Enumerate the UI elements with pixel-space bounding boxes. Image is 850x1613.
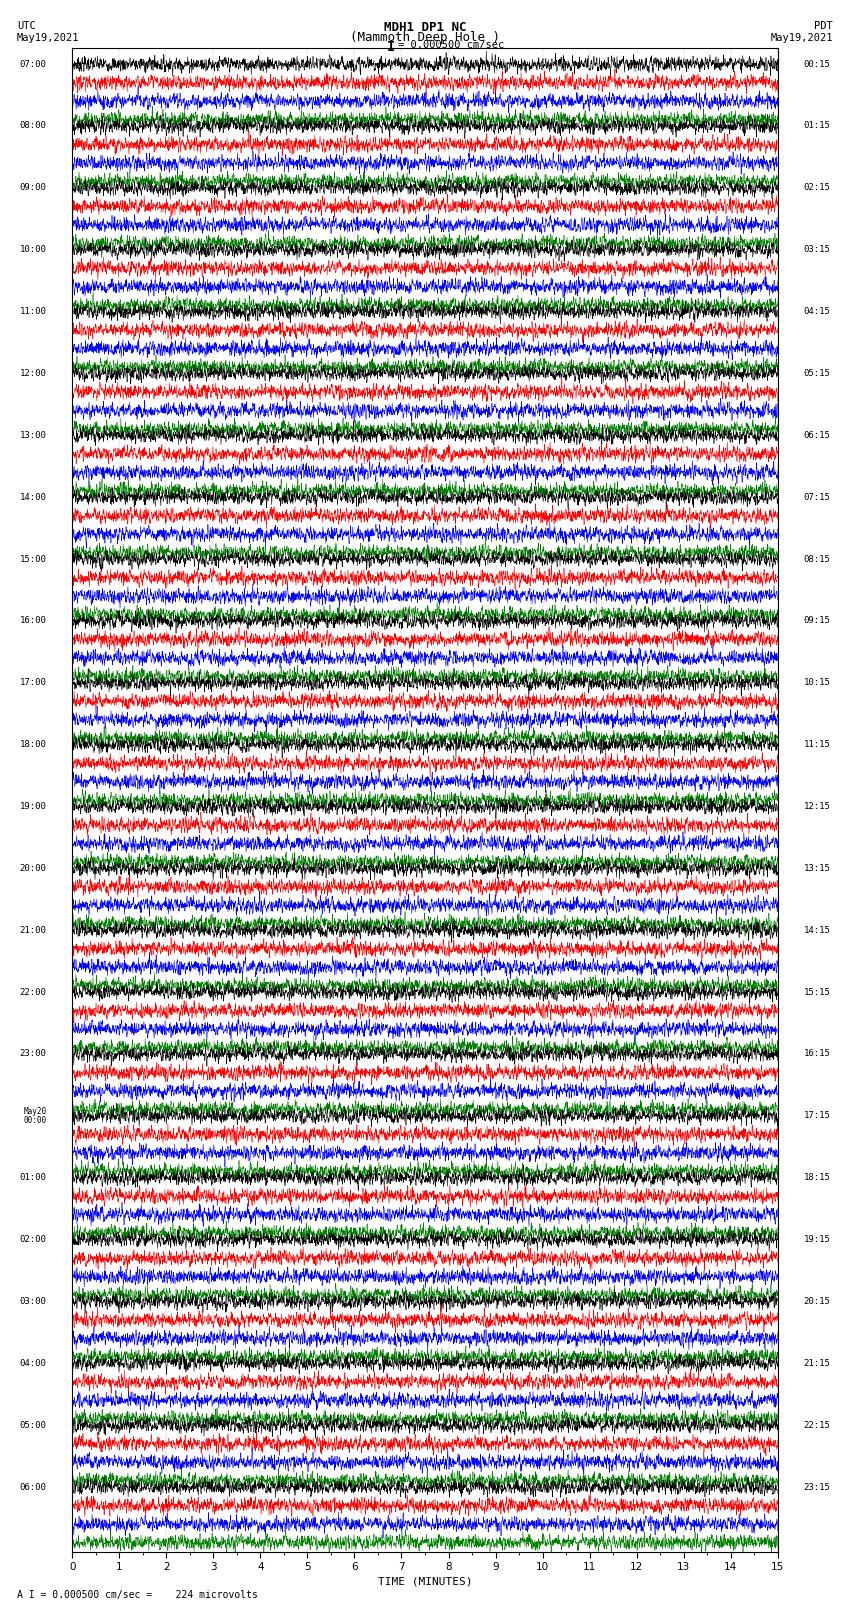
Text: 19:15: 19:15 <box>803 1236 830 1244</box>
Text: 08:00: 08:00 <box>20 121 47 131</box>
Text: 04:15: 04:15 <box>803 306 830 316</box>
Text: May20
00:00: May20 00:00 <box>23 1107 47 1126</box>
Text: 22:00: 22:00 <box>20 987 47 997</box>
Text: 04:00: 04:00 <box>20 1358 47 1368</box>
Text: 09:15: 09:15 <box>803 616 830 626</box>
Text: 02:15: 02:15 <box>803 184 830 192</box>
Text: 23:00: 23:00 <box>20 1050 47 1058</box>
Text: 16:00: 16:00 <box>20 616 47 626</box>
Text: I: I <box>387 40 395 55</box>
Text: 20:00: 20:00 <box>20 865 47 873</box>
Text: (Mammoth Deep Hole ): (Mammoth Deep Hole ) <box>350 31 500 44</box>
Text: 18:00: 18:00 <box>20 740 47 748</box>
Text: 12:00: 12:00 <box>20 369 47 377</box>
Text: 14:15: 14:15 <box>803 926 830 936</box>
Text: 10:15: 10:15 <box>803 679 830 687</box>
Text: PDT
May19,2021: PDT May19,2021 <box>770 21 833 42</box>
Text: 03:00: 03:00 <box>20 1297 47 1307</box>
Text: 13:15: 13:15 <box>803 865 830 873</box>
Text: 08:15: 08:15 <box>803 555 830 563</box>
Text: 23:15: 23:15 <box>803 1482 830 1492</box>
Text: 15:15: 15:15 <box>803 987 830 997</box>
Text: 16:15: 16:15 <box>803 1050 830 1058</box>
Text: 12:15: 12:15 <box>803 802 830 811</box>
Text: 17:15: 17:15 <box>803 1111 830 1121</box>
Text: 05:00: 05:00 <box>20 1421 47 1429</box>
Text: A I = 0.000500 cm/sec =    224 microvolts: A I = 0.000500 cm/sec = 224 microvolts <box>17 1590 258 1600</box>
Text: 11:15: 11:15 <box>803 740 830 748</box>
Text: UTC
May19,2021: UTC May19,2021 <box>17 21 80 42</box>
Text: 18:15: 18:15 <box>803 1173 830 1182</box>
Text: 17:00: 17:00 <box>20 679 47 687</box>
Text: 01:15: 01:15 <box>803 121 830 131</box>
Text: 15:00: 15:00 <box>20 555 47 563</box>
Text: 19:00: 19:00 <box>20 802 47 811</box>
Text: 20:15: 20:15 <box>803 1297 830 1307</box>
Text: 01:00: 01:00 <box>20 1173 47 1182</box>
Text: 07:00: 07:00 <box>20 60 47 69</box>
Text: 02:00: 02:00 <box>20 1236 47 1244</box>
Text: 14:00: 14:00 <box>20 492 47 502</box>
Text: 09:00: 09:00 <box>20 184 47 192</box>
Text: MDH1 DP1 NC: MDH1 DP1 NC <box>383 21 467 34</box>
Text: 22:15: 22:15 <box>803 1421 830 1429</box>
Text: 06:15: 06:15 <box>803 431 830 440</box>
X-axis label: TIME (MINUTES): TIME (MINUTES) <box>377 1576 473 1586</box>
Text: 03:15: 03:15 <box>803 245 830 255</box>
Text: 21:00: 21:00 <box>20 926 47 936</box>
Text: 05:15: 05:15 <box>803 369 830 377</box>
Text: 11:00: 11:00 <box>20 306 47 316</box>
Text: 21:15: 21:15 <box>803 1358 830 1368</box>
Text: 10:00: 10:00 <box>20 245 47 255</box>
Text: = 0.000500 cm/sec: = 0.000500 cm/sec <box>398 40 504 50</box>
Text: 07:15: 07:15 <box>803 492 830 502</box>
Text: 13:00: 13:00 <box>20 431 47 440</box>
Text: 00:15: 00:15 <box>803 60 830 69</box>
Text: 06:00: 06:00 <box>20 1482 47 1492</box>
